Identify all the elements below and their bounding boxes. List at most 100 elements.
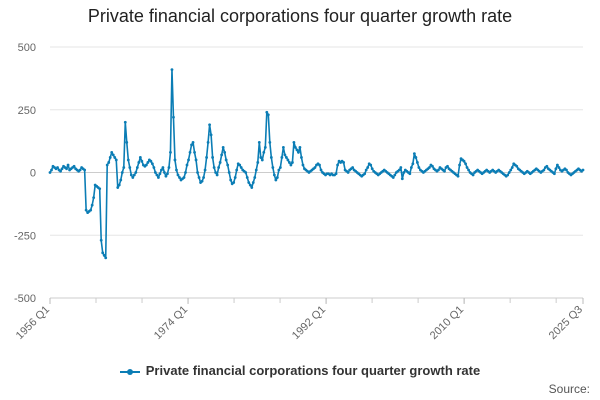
data-point[interactable]: [297, 151, 300, 154]
data-point[interactable]: [214, 171, 218, 174]
data-point[interactable]: [72, 164, 76, 168]
data-point[interactable]: [289, 163, 293, 167]
data-point[interactable]: [206, 140, 210, 144]
data-point[interactable]: [247, 181, 251, 184]
data-point[interactable]: [200, 179, 204, 183]
data-point[interactable]: [257, 140, 261, 144]
data-point[interactable]: [166, 172, 169, 176]
data-point[interactable]: [164, 174, 168, 178]
data-point[interactable]: [292, 140, 296, 144]
data-point[interactable]: [131, 176, 135, 179]
data-point[interactable]: [140, 159, 144, 163]
data-point[interactable]: [363, 172, 367, 176]
data-point[interactable]: [113, 156, 117, 159]
data-point[interactable]: [254, 168, 258, 172]
data-point[interactable]: [122, 166, 126, 169]
data-point[interactable]: [313, 166, 317, 169]
data-point[interactable]: [172, 115, 175, 119]
data-point[interactable]: [226, 163, 230, 167]
data-point[interactable]: [268, 140, 272, 144]
data-point[interactable]: [104, 256, 108, 260]
data-point[interactable]: [417, 166, 421, 169]
data-point[interactable]: [102, 253, 106, 257]
data-point[interactable]: [178, 176, 181, 179]
data-point[interactable]: [196, 171, 199, 174]
data-point[interactable]: [565, 168, 568, 172]
data-point[interactable]: [117, 183, 121, 187]
data-point[interactable]: [342, 161, 345, 164]
data-point[interactable]: [227, 171, 231, 174]
data-point[interactable]: [274, 178, 278, 182]
data-point[interactable]: [155, 173, 159, 177]
data-point[interactable]: [515, 164, 519, 168]
data-point[interactable]: [265, 110, 269, 114]
data-point[interactable]: [110, 151, 114, 154]
data-point[interactable]: [370, 167, 374, 171]
data-point[interactable]: [150, 162, 154, 166]
data-point[interactable]: [269, 156, 273, 159]
data-point[interactable]: [458, 163, 461, 167]
data-point[interactable]: [212, 166, 216, 169]
data-point[interactable]: [191, 140, 195, 144]
data-point[interactable]: [402, 171, 406, 174]
data-point[interactable]: [66, 163, 70, 167]
data-point[interactable]: [221, 146, 225, 149]
data-point[interactable]: [295, 148, 299, 152]
data-point[interactable]: [286, 158, 290, 162]
data-point[interactable]: [300, 156, 303, 159]
data-point[interactable]: [346, 171, 350, 174]
data-point[interactable]: [259, 156, 263, 159]
data-point[interactable]: [50, 168, 53, 172]
data-point[interactable]: [202, 176, 205, 179]
data-point[interactable]: [277, 168, 281, 172]
data-point[interactable]: [185, 163, 189, 167]
data-point[interactable]: [288, 161, 291, 164]
data-point[interactable]: [105, 163, 109, 167]
data-point[interactable]: [138, 156, 142, 159]
data-point[interactable]: [134, 171, 138, 174]
data-point[interactable]: [506, 173, 510, 177]
data-point[interactable]: [154, 171, 157, 174]
data-point[interactable]: [415, 161, 419, 164]
data-point[interactable]: [197, 176, 201, 179]
data-point[interactable]: [336, 163, 339, 167]
data-point[interactable]: [158, 172, 162, 176]
data-point[interactable]: [467, 168, 470, 172]
data-point[interactable]: [175, 168, 178, 172]
data-point[interactable]: [184, 171, 187, 174]
data-point[interactable]: [507, 171, 511, 174]
data-point[interactable]: [218, 161, 222, 164]
data-point[interactable]: [545, 164, 549, 168]
data-point[interactable]: [125, 140, 129, 144]
data-point[interactable]: [291, 161, 294, 164]
data-point[interactable]: [107, 161, 111, 164]
data-point[interactable]: [556, 163, 559, 167]
data-point[interactable]: [169, 151, 172, 154]
data-point[interactable]: [193, 151, 196, 154]
data-point[interactable]: [161, 166, 165, 169]
data-point[interactable]: [271, 166, 275, 169]
data-point[interactable]: [211, 156, 215, 159]
data-point[interactable]: [391, 176, 395, 179]
data-point[interactable]: [92, 196, 96, 200]
data-point[interactable]: [250, 186, 254, 189]
data-point[interactable]: [431, 164, 434, 168]
data-point[interactable]: [137, 161, 141, 164]
data-point[interactable]: [99, 238, 103, 242]
data-point[interactable]: [298, 146, 302, 149]
data-point[interactable]: [119, 178, 123, 182]
data-point[interactable]: [266, 113, 270, 117]
data-point[interactable]: [48, 171, 52, 174]
data-point[interactable]: [400, 177, 404, 181]
data-point[interactable]: [465, 166, 469, 169]
data-point[interactable]: [84, 208, 88, 212]
legend[interactable]: Private financial corporations four quar…: [0, 363, 600, 378]
data-point[interactable]: [160, 168, 163, 172]
data-point[interactable]: [146, 161, 150, 164]
data-point[interactable]: [233, 176, 237, 179]
data-point[interactable]: [318, 163, 321, 167]
data-point[interactable]: [194, 158, 198, 162]
data-point[interactable]: [443, 169, 446, 173]
data-point[interactable]: [238, 163, 242, 167]
data-point[interactable]: [446, 164, 449, 168]
